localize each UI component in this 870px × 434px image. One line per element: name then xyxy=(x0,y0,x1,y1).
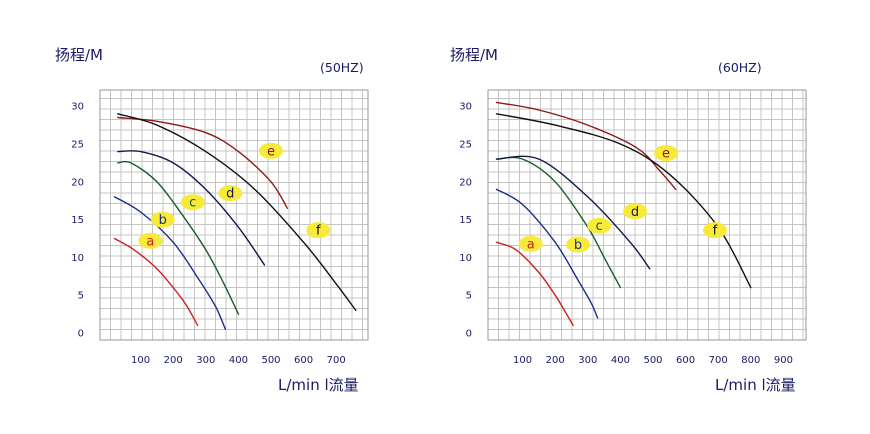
plot-background xyxy=(488,90,806,340)
series-label-b: b xyxy=(574,238,582,253)
y-tick-label: 25 xyxy=(459,140,472,151)
y-tick-label: 5 xyxy=(78,291,84,302)
plot-background xyxy=(100,90,368,340)
series-label-d: d xyxy=(226,187,234,202)
x-tick-label: 500 xyxy=(261,355,280,366)
series-curve-a xyxy=(113,237,199,327)
series-label-e: e xyxy=(662,147,670,162)
frequency-label: (60HZ) xyxy=(718,60,762,75)
series-label-d: d xyxy=(631,205,639,220)
frequency-label: (50HZ) xyxy=(320,60,364,75)
x-tick-label: 900 xyxy=(774,355,793,366)
series-label-c: c xyxy=(596,219,603,234)
y-tick-label: 30 xyxy=(459,102,472,113)
series-label-f: f xyxy=(713,224,718,239)
x-tick-label: 100 xyxy=(131,355,150,366)
y-tick-label: 30 xyxy=(71,102,84,113)
x-tick-label: 600 xyxy=(294,355,313,366)
y-tick-label: 20 xyxy=(71,177,84,188)
series-curve-c xyxy=(117,160,240,315)
series-label-c: c xyxy=(189,196,196,211)
x-tick-label: 700 xyxy=(327,355,346,366)
y-tick-label: 15 xyxy=(459,215,472,226)
x-axis-label: L/min l流量 xyxy=(715,376,796,394)
y-tick-label: 10 xyxy=(71,253,84,264)
series-label-badge-d xyxy=(218,185,243,202)
series-label-badge-e xyxy=(654,145,679,162)
series-curve-a xyxy=(495,241,574,327)
series-label-badge-c xyxy=(180,194,205,211)
x-tick-label: 400 xyxy=(229,355,248,366)
x-tick-label: 200 xyxy=(164,355,183,366)
series-curve-b xyxy=(495,188,599,319)
plot-frame xyxy=(487,89,807,341)
series-label-badge-f xyxy=(306,222,331,239)
plot-area: 0 5 10 15 20 25 30 100 200 300 400 500 600 700 ab c d e f xyxy=(71,89,369,366)
y-tick-label: 20 xyxy=(459,177,472,188)
grid xyxy=(100,90,368,340)
x-tick-label: 800 xyxy=(741,355,760,366)
series-label-badge-b xyxy=(566,236,591,253)
x-tick-label: 200 xyxy=(546,355,565,366)
series-label-badge-a xyxy=(518,235,543,252)
x-tick-label: 400 xyxy=(611,355,630,366)
series-label-a: a xyxy=(527,237,535,252)
x-tick-label: 600 xyxy=(676,355,695,366)
series-curve-e xyxy=(117,116,288,209)
y-tick-label: 10 xyxy=(459,253,472,264)
series-label-f: f xyxy=(316,224,321,239)
y-axis-label: 扬程/M xyxy=(450,46,498,64)
plot-area: 0 5 10 15 20 25 30 100 200 300 400 500 600 700 800 900 a… xyxy=(459,89,807,366)
x-tick-label: 500 xyxy=(643,355,662,366)
x-tick-label: 700 xyxy=(709,355,728,366)
y-tick-label: 15 xyxy=(71,215,84,226)
series-label-badge-b xyxy=(150,211,175,228)
series-label-badge-f xyxy=(702,222,727,239)
series-label-badge-d xyxy=(623,203,648,220)
x-tick-label: 300 xyxy=(196,355,215,366)
series-curve-e xyxy=(495,101,677,191)
series-curve-b xyxy=(113,196,227,330)
chart-50hz: 扬程/M (50HZ) L/min l流量 0 5 10 15 20 25 30 100 200… xyxy=(55,46,369,394)
plot-frame xyxy=(99,89,369,341)
y-tick-label: 0 xyxy=(78,329,84,340)
y-tick-label: 5 xyxy=(466,291,472,302)
grid xyxy=(488,90,806,340)
x-tick-label: 100 xyxy=(513,355,532,366)
series-curve-d xyxy=(495,155,651,270)
series-curve-d xyxy=(117,150,266,266)
series-label-badge-c xyxy=(587,217,612,234)
series-curve-f xyxy=(117,113,357,311)
y-tick-label: 0 xyxy=(466,329,472,340)
x-axis-label: L/min l流量 xyxy=(278,376,359,394)
y-tick-label: 25 xyxy=(71,140,84,151)
y-axis-label: 扬程/M xyxy=(55,46,103,64)
series-curve-c xyxy=(495,156,622,289)
series-label-b: b xyxy=(159,213,167,228)
series-label-a: a xyxy=(146,234,154,249)
x-tick-label: 300 xyxy=(578,355,597,366)
series-label-badge-a xyxy=(138,232,163,249)
series-label-e: e xyxy=(267,144,275,159)
chart-60hz: 扬程/M (60HZ) L/min l流量 0 5 10 15 20 25 30 100 200… xyxy=(450,46,807,394)
series-label-badge-e xyxy=(259,142,283,159)
